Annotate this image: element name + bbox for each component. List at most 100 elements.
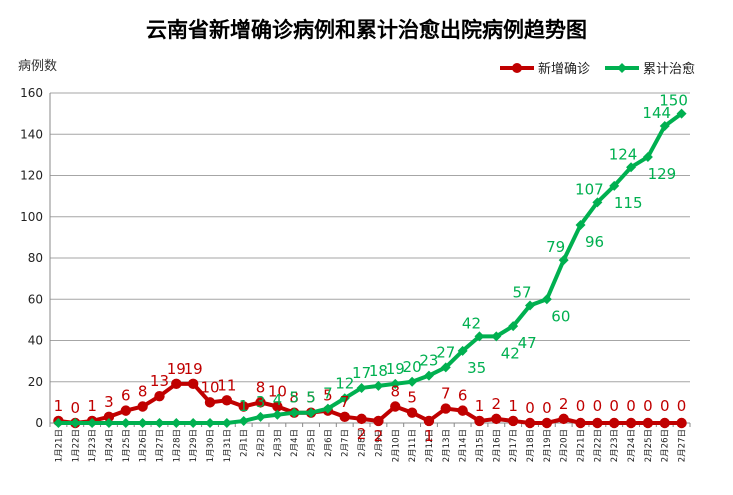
y-tick-label-160: 160	[20, 86, 43, 100]
data-point-1	[137, 418, 148, 428]
data-point-0	[187, 378, 199, 390]
data-point-0	[575, 417, 586, 429]
data-label-1: 19	[386, 360, 405, 378]
data-label-0: 1	[508, 397, 518, 415]
data-point-1	[541, 294, 552, 305]
data-label-1: 7	[323, 385, 333, 403]
y-tick-label-100: 100	[20, 210, 43, 224]
data-point-1	[440, 362, 451, 373]
x-tick-label: 2月15日	[475, 429, 485, 462]
data-point-1	[70, 418, 81, 428]
x-tick-label: 2月21日	[577, 429, 587, 462]
data-point-1	[592, 197, 603, 208]
x-tick-label: 2月10日	[391, 429, 401, 462]
x-tick-label: 2月25日	[644, 429, 654, 462]
data-label-0: 0	[677, 397, 687, 415]
data-point-0	[373, 415, 384, 427]
data-point-1	[659, 121, 670, 131]
data-label-1: 124	[609, 145, 638, 163]
data-label-0: 10	[200, 378, 219, 396]
data-label-1: 18	[369, 362, 388, 380]
x-tick-label: 2月6日	[324, 429, 334, 457]
data-label-1: 60	[551, 307, 570, 325]
data-point-0	[356, 413, 367, 425]
data-label-0: 0	[660, 397, 670, 415]
data-label-0: 8	[390, 383, 400, 401]
data-point-1	[221, 418, 232, 428]
data-point-1	[474, 331, 485, 342]
y-tick-label-0: 0	[35, 416, 43, 430]
data-label-1: 5	[289, 389, 299, 407]
x-tick-label: 1月26日	[139, 429, 149, 462]
data-label-1: 3	[256, 393, 266, 411]
x-tick-label: 2月13日	[442, 429, 452, 462]
data-point-1	[423, 370, 434, 381]
data-point-1	[289, 407, 300, 418]
x-tick-label: 2月2日	[257, 429, 267, 457]
data-point-1	[525, 300, 535, 311]
data-point-1	[154, 418, 165, 428]
data-label-1: 4	[273, 391, 283, 409]
x-tick-label: 2月11日	[408, 429, 418, 462]
x-tick-label: 2月1日	[240, 429, 250, 457]
data-label-1: 150	[659, 92, 688, 110]
data-label-0: 19	[167, 360, 186, 378]
y-tick-label-20: 20	[28, 375, 43, 389]
x-tick-label: 2月4日	[290, 429, 300, 457]
data-point-0	[642, 417, 654, 429]
data-point-1	[120, 418, 131, 428]
data-point-1	[642, 151, 653, 162]
data-point-1	[390, 378, 401, 389]
y-axis-title: 病例数	[18, 59, 58, 74]
x-tick-label: 2月18日	[526, 429, 536, 462]
x-tick-label: 2月3日	[273, 429, 283, 457]
data-point-0	[238, 401, 249, 412]
data-point-1	[676, 108, 687, 119]
data-label-0: 0	[70, 399, 80, 417]
data-point-0	[137, 401, 148, 412]
data-point-0	[255, 397, 266, 408]
data-point-0	[592, 417, 603, 429]
x-tick-label: 1月28日	[172, 429, 182, 462]
data-label-1: 57	[512, 283, 531, 301]
data-point-0	[120, 405, 131, 416]
data-label-1: 96	[585, 233, 604, 251]
x-tick-label: 1月25日	[122, 429, 132, 462]
x-tick-label: 2月26日	[661, 429, 671, 462]
x-tick-label: 2月24日	[627, 429, 637, 462]
data-label-0: 1	[424, 427, 434, 445]
data-label-1: 23	[419, 352, 438, 370]
data-label-1: 20	[403, 358, 422, 376]
data-label-0: 1	[54, 397, 64, 415]
data-point-1	[407, 376, 418, 387]
data-label-0: 7	[340, 393, 350, 411]
data-label-1: 35	[467, 359, 486, 377]
data-point-0	[440, 403, 451, 414]
x-tick-label: 2月23日	[610, 429, 620, 462]
x-tick-label: 2月14日	[459, 429, 469, 462]
data-label-1: 1	[239, 397, 249, 415]
data-label-0: 8	[289, 389, 299, 407]
x-tick-label: 2月20日	[560, 429, 570, 462]
y-tick-label-80: 80	[28, 251, 43, 265]
data-label-1: 42	[462, 314, 481, 332]
x-tick-label: 2月5日	[307, 429, 317, 457]
data-label-0: 8	[138, 383, 148, 401]
legend-label: 累计治愈	[643, 62, 695, 77]
data-point-0	[423, 415, 435, 427]
x-tick-label: 1月24日	[105, 429, 115, 462]
data-point-0	[406, 407, 418, 418]
data-point-1	[609, 180, 620, 191]
data-point-1	[322, 403, 333, 414]
x-tick-label: 1月29日	[189, 429, 199, 462]
data-label-0: 5	[306, 389, 316, 407]
data-point-0	[558, 413, 569, 425]
legend-marker	[617, 63, 627, 73]
data-point-1	[53, 418, 64, 428]
data-label-0: 13	[150, 372, 169, 390]
legend: 新增确诊 累计治愈	[500, 61, 695, 77]
data-point-0	[507, 415, 519, 427]
data-label-1: 79	[546, 238, 565, 256]
data-label-1: 129	[648, 165, 677, 183]
